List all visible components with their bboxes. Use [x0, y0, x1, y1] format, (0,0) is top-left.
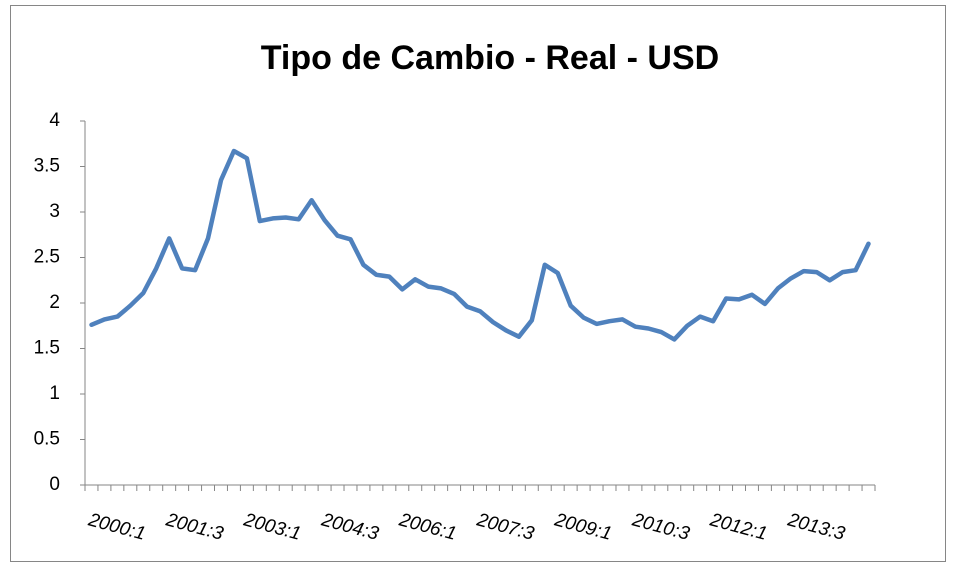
y-tick-label: 2.5: [34, 247, 60, 268]
y-tick-label: 3.5: [34, 156, 60, 177]
series-line: [89, 148, 871, 342]
y-tick-label: 2: [49, 292, 60, 313]
y-tick-label: 1: [49, 383, 60, 404]
y-tick-label: 0.5: [34, 429, 60, 450]
chart-border: [10, 5, 946, 562]
chart-title: Tipo de Cambio - Real - USD: [261, 39, 719, 77]
y-tick-label: 3: [49, 201, 60, 222]
y-tick-label: 4: [49, 110, 60, 131]
y-tick-label: 1.5: [34, 338, 60, 359]
y-tick-label: 0: [49, 474, 60, 495]
